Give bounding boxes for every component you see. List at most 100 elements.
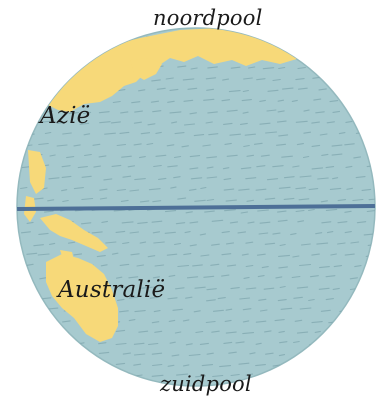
wave-dash	[121, 221, 134, 224]
wave-dash	[61, 189, 68, 192]
wave-dash	[331, 144, 343, 147]
wave-dash	[332, 177, 339, 180]
wave-dash	[333, 265, 343, 268]
wave-dash	[39, 277, 47, 280]
wave-dash	[328, 56, 338, 59]
wave-dash	[356, 353, 363, 356]
wave-dash	[337, 242, 346, 245]
wave-dash	[120, 199, 129, 202]
wave-dash	[195, 330, 204, 334]
wave-dash	[330, 253, 337, 256]
wave-dash	[133, 342, 145, 345]
wave-dash	[296, 33, 306, 36]
wave-dash	[147, 255, 156, 258]
wave-dash	[174, 242, 182, 246]
wave-dash	[33, 44, 42, 47]
wave-dash	[146, 142, 154, 146]
wave-dash	[222, 167, 230, 170]
wave-dash	[188, 188, 197, 191]
wave-dash	[156, 87, 166, 90]
wave-dash	[155, 154, 167, 157]
wave-dash	[153, 241, 165, 244]
wave-dash	[240, 167, 252, 170]
wave-dash	[259, 33, 268, 36]
wave-dash	[131, 101, 141, 104]
wave-dash	[311, 321, 323, 324]
wave-dash	[169, 111, 182, 114]
wave-dash	[237, 231, 247, 234]
wave-dash	[257, 209, 269, 212]
wave-dash	[326, 231, 334, 234]
wave-dash	[314, 364, 325, 367]
wave-dash	[223, 122, 233, 125]
wave-dash	[291, 275, 301, 279]
wave-dash	[345, 165, 353, 168]
wave-dash	[332, 287, 340, 290]
wave-dash	[62, 320, 71, 323]
wave-dash	[148, 342, 159, 346]
wave-dash	[277, 210, 287, 213]
wave-dash	[103, 178, 113, 181]
wave-dash	[311, 144, 321, 147]
wave-dash	[311, 121, 320, 124]
wave-dash	[295, 187, 306, 190]
landmass-australia	[46, 254, 118, 342]
wave-dash	[279, 243, 286, 247]
wave-dash	[56, 34, 68, 37]
south-pole-label: zuidpool	[160, 372, 252, 396]
wave-dash	[190, 67, 198, 70]
wave-dash	[45, 88, 52, 91]
wave-dash	[350, 109, 360, 112]
wave-dash	[173, 155, 182, 159]
wave-dash	[84, 153, 92, 157]
wave-dash	[279, 341, 288, 344]
wave-dash	[246, 154, 255, 157]
wave-dash	[325, 208, 338, 211]
wave-dash	[154, 264, 165, 267]
wave-dash	[40, 297, 52, 300]
wave-dash	[115, 276, 123, 279]
wave-dash	[62, 199, 69, 203]
wave-dash	[187, 87, 198, 90]
wave-dash	[243, 144, 250, 148]
wave-dash	[206, 198, 215, 202]
wave-dash	[338, 376, 347, 379]
wave-dash	[272, 78, 281, 82]
wave-dash	[355, 176, 366, 179]
wave-dash	[19, 99, 28, 103]
wave-dash	[274, 319, 285, 322]
wave-dash	[151, 374, 164, 377]
wave-dash	[98, 351, 110, 354]
wave-dash	[139, 200, 150, 203]
wave-dash	[96, 33, 104, 37]
wave-dash	[292, 165, 300, 168]
wave-dash	[241, 99, 252, 102]
wave-dash	[189, 112, 197, 115]
wave-dash	[182, 319, 190, 322]
wave-dash	[26, 252, 38, 255]
wave-dash	[260, 375, 270, 378]
wave-dash	[326, 79, 335, 82]
wave-dash	[350, 308, 363, 312]
wave-dash	[312, 76, 321, 79]
wave-dash	[241, 253, 249, 256]
wave-dash	[121, 155, 132, 158]
wave-dash	[235, 341, 245, 344]
wave-dash	[266, 178, 279, 181]
wave-dash	[150, 100, 160, 103]
wave-dash	[295, 120, 308, 123]
wave-dash	[47, 199, 55, 202]
wave-dash	[248, 66, 256, 69]
wave-dash	[98, 155, 107, 158]
wave-dash	[318, 44, 331, 47]
wave-dash	[203, 275, 215, 278]
wave-dash	[152, 276, 160, 279]
wave-dash	[245, 373, 254, 376]
wave-dash	[331, 153, 343, 156]
wave-dash	[240, 211, 249, 214]
wave-dash	[82, 352, 93, 355]
wave-dash	[119, 263, 130, 266]
wave-dash	[290, 233, 297, 236]
wave-dash	[182, 364, 190, 367]
wave-dash	[122, 175, 132, 178]
